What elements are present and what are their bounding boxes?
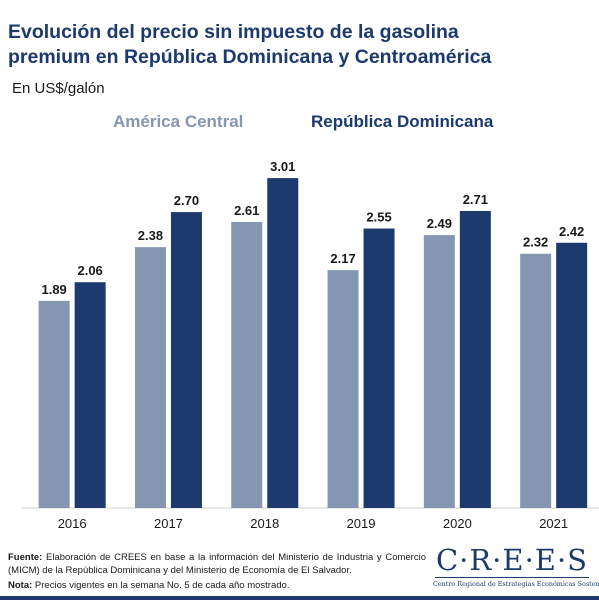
source-note: Fuente: Elaboración de CREES en base a l… <box>8 551 426 577</box>
bar-republica-dominicana-2019 <box>363 228 395 508</box>
x-tick-label-2021: 2021 <box>539 516 568 531</box>
logo-divider <box>435 577 589 578</box>
data-label-america-central-2016: 1.89 <box>41 282 66 297</box>
x-tick-label-2019: 2019 <box>347 516 376 531</box>
note-label: Nota: <box>8 580 33 591</box>
bar-america-central-2018 <box>231 221 263 508</box>
price-note: Nota: Precios vigentes en la semana No. … <box>8 580 289 591</box>
data-label-america-central-2021: 2.32 <box>523 235 548 250</box>
data-label-republica-dominicana-2020: 2.71 <box>463 192 488 207</box>
data-label-america-central-2018: 2.61 <box>234 203 259 218</box>
x-tick-label-2016: 2016 <box>58 516 87 531</box>
bar-republica-dominicana-2018 <box>267 178 299 508</box>
note-text: Precios vigentes en la semana No. 5 de c… <box>32 580 290 591</box>
x-tick-label-2017: 2017 <box>154 516 183 531</box>
unit-label: En US$/galón <box>12 80 105 97</box>
bar-republica-dominicana-2017 <box>170 212 202 508</box>
data-label-america-central-2017: 2.38 <box>138 228 163 243</box>
chart-title-line-2: premium en República Dominicana y Centro… <box>8 46 492 68</box>
bottom-accent-bar <box>0 596 599 600</box>
bar-america-central-2017 <box>134 247 166 508</box>
bar-republica-dominicana-2016 <box>74 282 106 508</box>
data-label-republica-dominicana-2019: 2.55 <box>366 210 391 225</box>
bar-america-central-2021 <box>520 253 552 508</box>
bar-america-central-2016 <box>38 300 70 508</box>
chart-title-line-1: Evolución del precio sin impuesto de la … <box>8 21 459 43</box>
bar-republica-dominicana-2020 <box>459 210 491 508</box>
source-text: Elaboración de CREES en base a la inform… <box>8 552 426 576</box>
data-label-republica-dominicana-2021: 2.42 <box>559 224 584 239</box>
bar-america-central-2019 <box>327 270 359 508</box>
data-label-republica-dominicana-2016: 2.06 <box>77 263 102 278</box>
data-label-america-central-2020: 2.49 <box>427 216 452 231</box>
bar-republica-dominicana-2021 <box>556 242 588 508</box>
x-tick-label-2018: 2018 <box>250 516 279 531</box>
logo-wordmark: C·R·E·E·S <box>435 543 589 577</box>
crees-logo: C·R·E·E·S Centro Regional de Estrategias… <box>433 543 599 588</box>
source-label: Fuente: <box>8 552 43 563</box>
chart-title: Evolución del precio sin impuesto de la … <box>8 20 593 70</box>
legend-republica-dominicana: República Dominicana <box>311 112 494 131</box>
logo-subtitle: Centro Regional de Estrategias Económica… <box>433 580 599 588</box>
legend-america-central: América Central <box>113 112 244 131</box>
data-label-republica-dominicana-2017: 2.70 <box>174 193 199 208</box>
bar-chart: 1.89 2.06 2016 2.38 2.70 2017 2.61 3.01 2018 2.17… <box>22 159 599 531</box>
data-label-republica-dominicana-2018: 3.01 <box>270 159 295 174</box>
bar-america-central-2020 <box>423 235 455 508</box>
data-label-america-central-2019: 2.17 <box>330 251 355 266</box>
x-tick-label-2020: 2020 <box>443 516 472 531</box>
